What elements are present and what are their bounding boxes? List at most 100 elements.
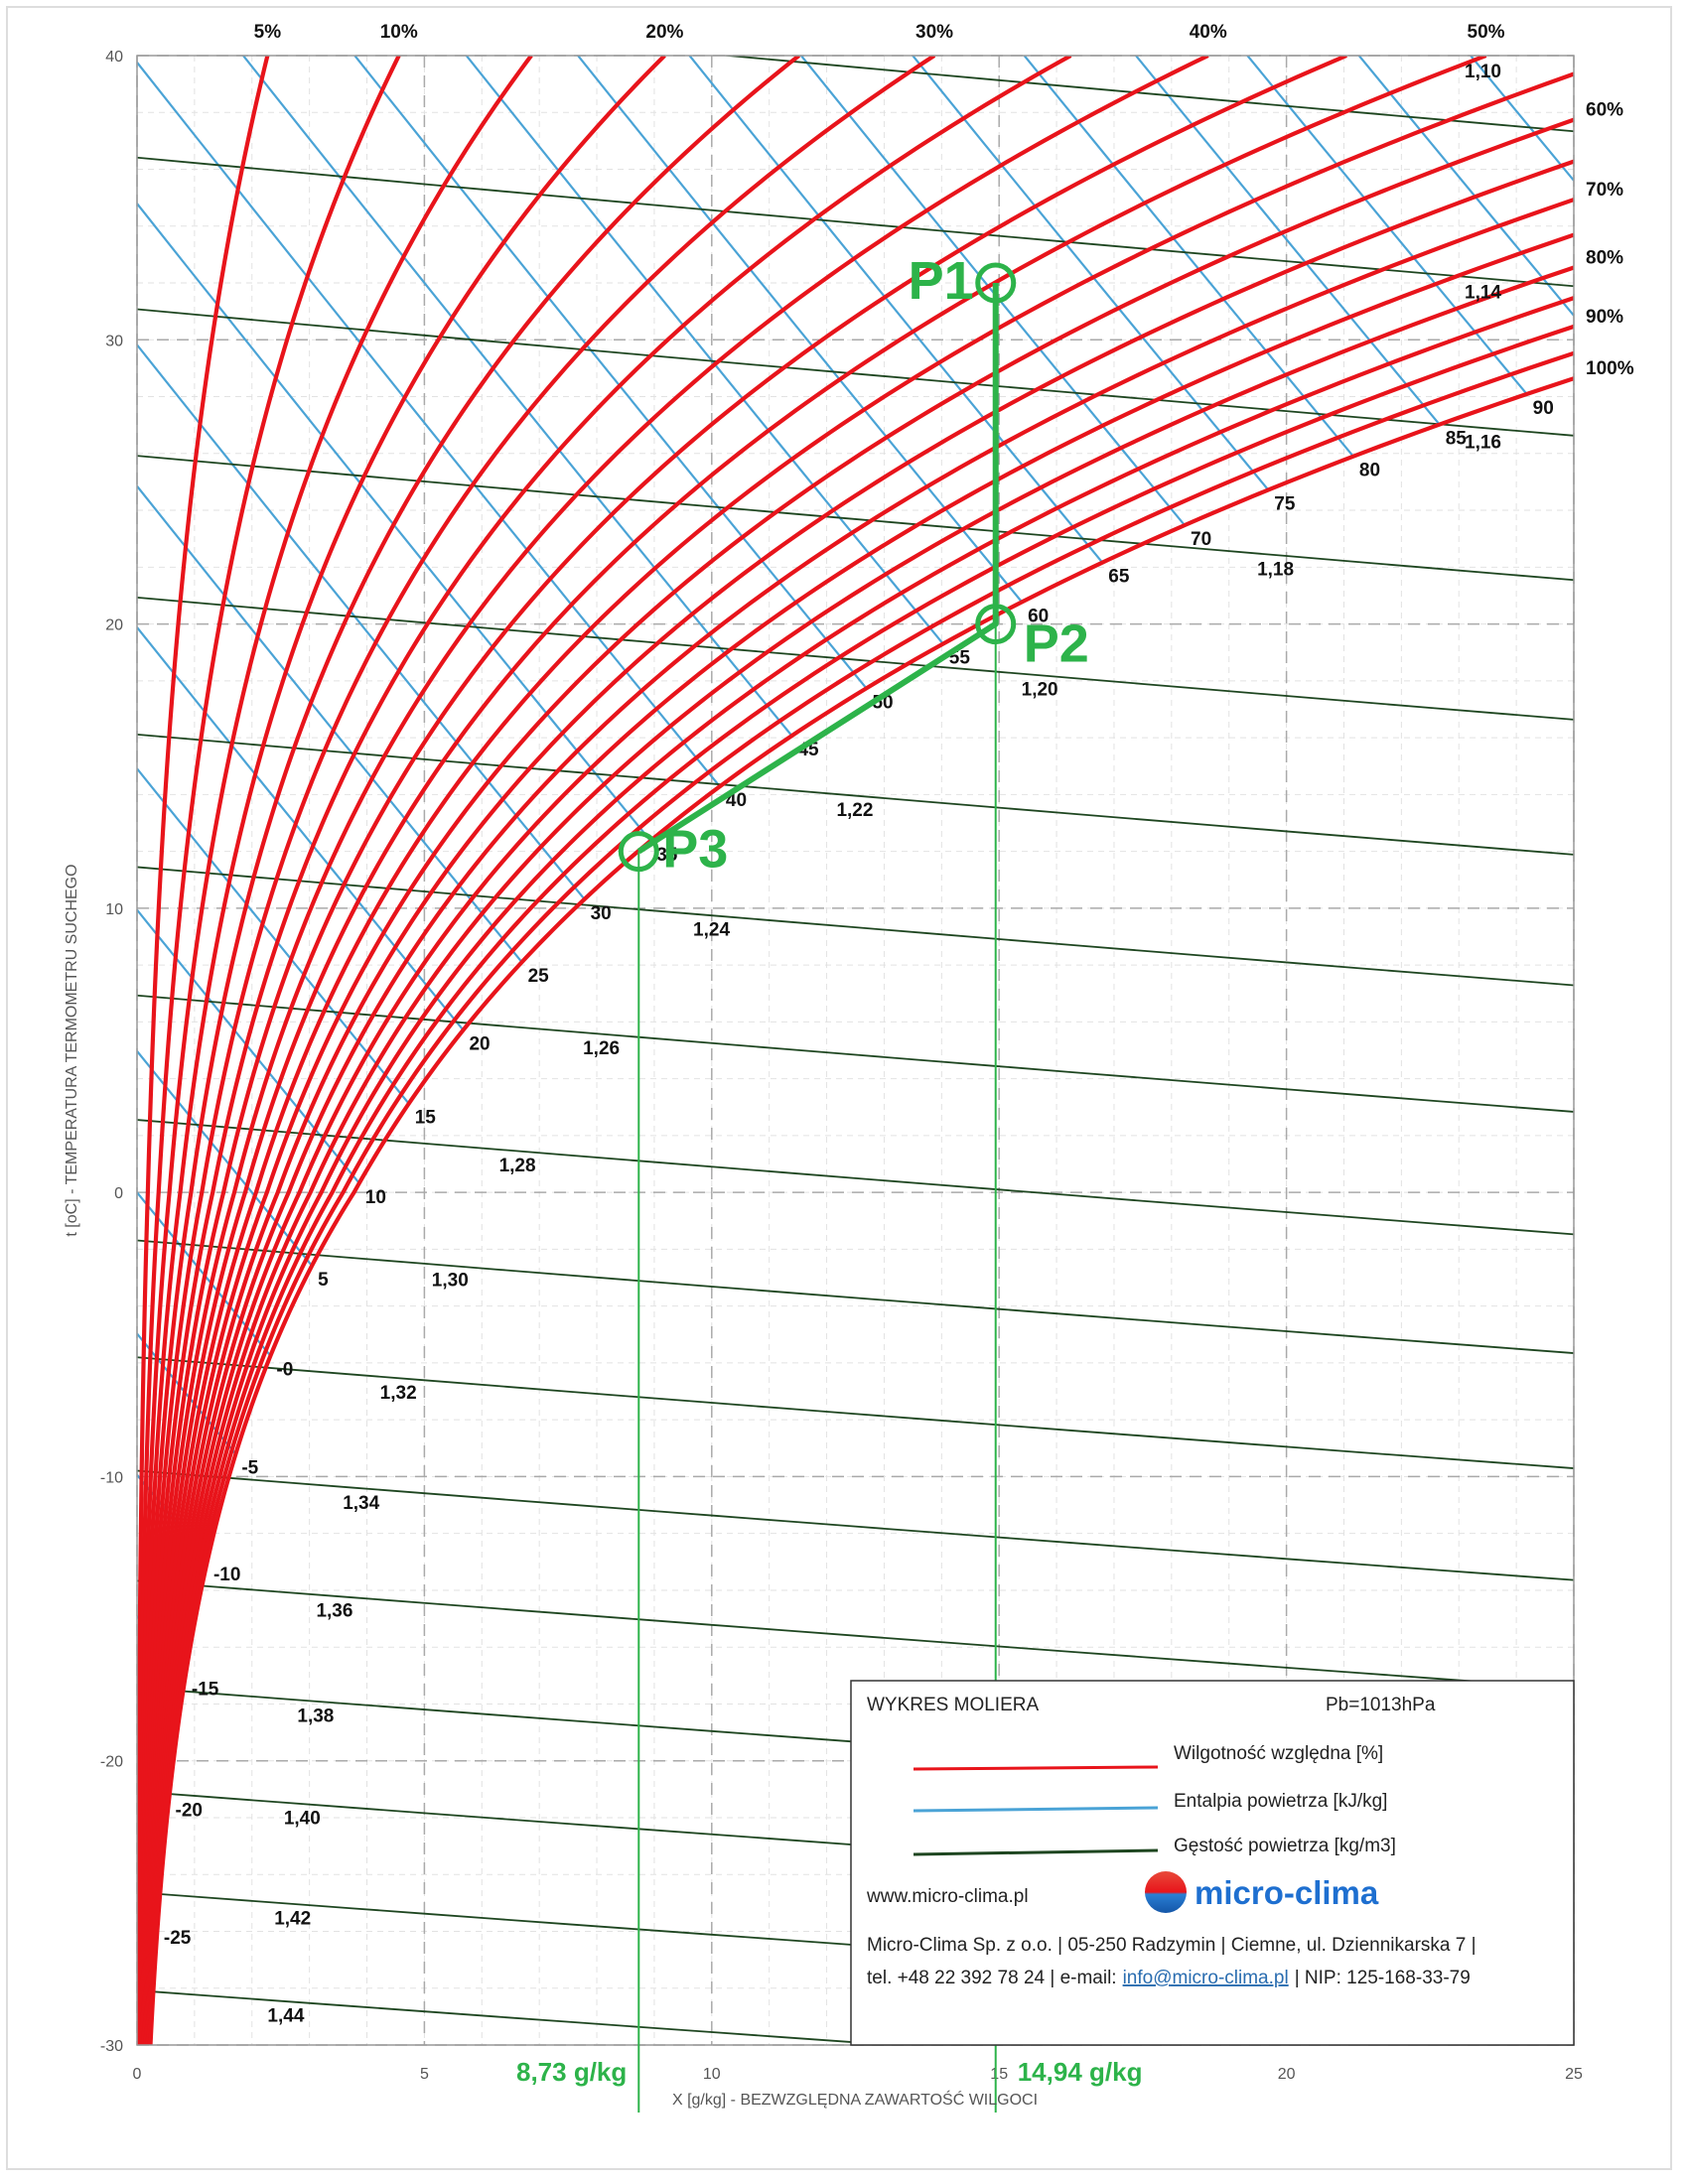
enthalpy-label: 5 xyxy=(318,1270,329,1291)
density-label: 1,36 xyxy=(316,1600,352,1621)
rh-label: 5% xyxy=(254,22,282,43)
density-label: 1,40 xyxy=(284,1809,321,1830)
rh-curve xyxy=(137,56,666,2045)
enthalpy-label: 15 xyxy=(415,1108,437,1129)
density-label: 1,38 xyxy=(297,1706,334,1726)
rh-curve xyxy=(140,56,1209,2045)
y-tick-label: -30 xyxy=(100,2038,123,2055)
phone: tel. +48 22 392 78 24 | e-mail: xyxy=(867,1968,1117,1988)
nip: | NIP: 125-168-33-79 xyxy=(1295,1968,1471,1988)
density-line xyxy=(137,1579,1574,1690)
point-label: P1 xyxy=(909,251,974,311)
y-axis-title: t [oC] - TEMPERATURA TERMOMETRU SUCHEGO xyxy=(64,864,80,1236)
enthalpy-label: -15 xyxy=(192,1679,219,1700)
density-label: 1,22 xyxy=(836,800,873,821)
density-line xyxy=(137,994,1574,1113)
rh-label: 100% xyxy=(1586,358,1634,379)
legend-box xyxy=(850,1680,1575,2046)
density-line xyxy=(137,1356,1574,1469)
enthalpy-label: -25 xyxy=(164,1928,192,1949)
density-label: 1,28 xyxy=(499,1156,536,1176)
density-line xyxy=(137,866,1574,987)
rh-label: 90% xyxy=(1586,307,1623,328)
rh-label: 70% xyxy=(1586,180,1623,201)
rh-label: 10% xyxy=(380,22,418,43)
legend: WYKRES MOLIERA Pb=1013hPa Wilgotność wzg… xyxy=(850,1680,1575,2046)
x-tick-label: 15 xyxy=(990,2066,1008,2083)
rh-curve xyxy=(138,56,801,2045)
process-point xyxy=(975,262,1017,304)
x-tick-label: 20 xyxy=(1278,2066,1296,2083)
rh-curve xyxy=(137,56,533,2045)
density-label: 1,24 xyxy=(693,920,730,941)
density-label: 1,10 xyxy=(1465,62,1501,82)
contact-line: tel. +48 22 392 78 24 | e-mail: info@micr… xyxy=(867,1968,1471,1988)
enthalpy-label: -10 xyxy=(213,1565,240,1585)
enthalpy-label: -0 xyxy=(276,1360,293,1381)
density-line xyxy=(137,156,1574,288)
x-value-label: 8,73 g/kg xyxy=(516,2057,627,2087)
legend-title: WYKRES MOLIERA xyxy=(867,1695,1039,1715)
enthalpy-label: 25 xyxy=(528,966,550,987)
density-label: 1,44 xyxy=(267,2006,304,2027)
density-line xyxy=(137,1239,1574,1354)
enthalpy-label: 60 xyxy=(1028,606,1049,626)
enthalpy-line xyxy=(576,56,1023,604)
rh-label: 60% xyxy=(1586,100,1623,121)
enthalpy-label: 90 xyxy=(1533,398,1554,419)
y-tick-label: -20 xyxy=(100,1754,123,1771)
density-label: 1,18 xyxy=(1257,560,1294,581)
y-tick-label: 40 xyxy=(105,49,123,66)
pressure-label: Pb=1013hPa xyxy=(1326,1695,1436,1715)
density-label: 1,16 xyxy=(1465,432,1501,453)
rh-curve xyxy=(139,56,1072,2045)
enthalpy-label: 65 xyxy=(1108,567,1130,588)
enthalpy-label: 85 xyxy=(1446,429,1468,450)
density-label: 1,32 xyxy=(380,1383,417,1404)
rh-label: 40% xyxy=(1190,22,1227,43)
density-label: 1,14 xyxy=(1465,283,1501,304)
density-label: 1,42 xyxy=(274,1909,311,1930)
rh-curve xyxy=(148,376,1574,2045)
enthalpy-label: 35 xyxy=(656,845,678,866)
density-line xyxy=(137,733,1574,856)
point-label: P3 xyxy=(662,820,728,880)
y-tick-label: 0 xyxy=(114,1185,123,1202)
legend-entry: Gęstość powietrza [kg/m3] xyxy=(1174,1836,1396,1856)
x-value-label: 14,94 g/kg xyxy=(1018,2057,1143,2087)
address: Micro-Clima Sp. z o.o. | 05-250 Radzymin… xyxy=(867,1935,1477,1956)
rh-curve xyxy=(137,56,401,2045)
density-line xyxy=(137,1119,1574,1236)
density-line xyxy=(137,455,1574,582)
enthalpy-label: 80 xyxy=(1359,461,1380,481)
enthalpy-line xyxy=(137,767,410,1105)
density-line xyxy=(137,596,1574,721)
enthalpy-line xyxy=(465,56,944,645)
enthalpy-line xyxy=(137,626,465,1031)
enthalpy-line xyxy=(137,485,523,963)
page-frame xyxy=(6,6,1672,2170)
enthalpy-line xyxy=(911,56,1270,491)
logo-text: micro-clima xyxy=(1195,1874,1379,1911)
enthalpy-label: 70 xyxy=(1191,529,1211,550)
rh-curve xyxy=(138,56,936,2045)
process-line xyxy=(636,283,999,855)
x-tick-label: 25 xyxy=(1565,2066,1583,2083)
density-label: 1,26 xyxy=(583,1038,620,1059)
rh-curve xyxy=(142,71,1574,2045)
website: www.micro-clima.pl xyxy=(866,1886,1029,1907)
density-line xyxy=(137,308,1574,437)
curves xyxy=(137,56,1574,2045)
x-tick-label: 10 xyxy=(703,2066,721,2083)
point-label: P2 xyxy=(1024,614,1089,674)
x-tick-label: 0 xyxy=(133,2066,142,2083)
y-tick-label: -10 xyxy=(100,1469,123,1486)
logo-icon xyxy=(1145,1871,1187,1913)
x-tick-label: 5 xyxy=(420,2066,429,2083)
email-link[interactable]: info@micro-clima.pl xyxy=(1123,1968,1289,1988)
rh-label: 20% xyxy=(645,22,683,43)
enthalpy-label: 75 xyxy=(1274,493,1296,514)
enthalpy-label: -20 xyxy=(176,1801,203,1822)
legend-entry: Wilgotność względna [%] xyxy=(1174,1743,1383,1764)
